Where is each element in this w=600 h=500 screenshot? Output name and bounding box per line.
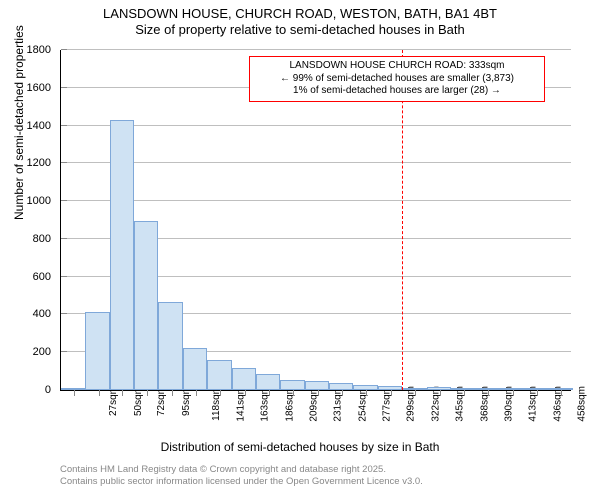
x-tick — [391, 390, 392, 396]
histogram-bar — [232, 368, 256, 390]
x-tick-label: 27sqm — [108, 386, 119, 416]
histogram-bar — [402, 388, 426, 390]
annotation-line-1: LANSDOWN HOUSE CHURCH ROAD: 333sqm — [256, 60, 538, 73]
y-tick — [61, 238, 67, 239]
x-tick — [196, 390, 197, 396]
histogram-bar — [378, 386, 402, 390]
y-tick — [61, 87, 67, 88]
chart-title: LANSDOWN HOUSE, CHURCH ROAD, WESTON, BAT… — [0, 0, 600, 37]
y-tick — [61, 276, 67, 277]
grid-line — [61, 162, 571, 163]
x-tick-label: 95sqm — [181, 386, 192, 416]
histogram-bar — [427, 387, 451, 390]
histogram-bar — [183, 348, 207, 390]
histogram-chart: LANSDOWN HOUSE, CHURCH ROAD, WESTON, BAT… — [0, 0, 600, 500]
chart-footer: Contains HM Land Registry data © Crown c… — [60, 464, 423, 488]
x-tick — [513, 390, 514, 396]
y-tick-label: 600 — [33, 271, 61, 283]
y-tick — [61, 200, 67, 201]
histogram-bar — [305, 381, 329, 390]
annotation-box: LANSDOWN HOUSE CHURCH ROAD: 333sqm ← 99%… — [249, 56, 545, 102]
x-tick — [122, 390, 123, 396]
x-tick-label: 72sqm — [156, 386, 167, 416]
x-tick — [415, 390, 416, 396]
x-tick — [440, 390, 441, 396]
histogram-bar — [500, 388, 524, 390]
y-tick — [61, 351, 67, 352]
y-tick-label: 1800 — [27, 44, 61, 56]
y-tick-label: 1600 — [27, 82, 61, 94]
y-tick — [61, 162, 67, 163]
histogram-bar — [329, 383, 353, 390]
y-tick — [61, 49, 67, 50]
histogram-bar — [85, 312, 109, 390]
y-tick-label: 800 — [33, 233, 61, 245]
y-tick-label: 1400 — [27, 120, 61, 132]
x-tick — [537, 390, 538, 396]
histogram-bar — [475, 388, 499, 390]
y-tick — [61, 125, 67, 126]
histogram-bar — [134, 221, 158, 390]
y-tick-label: 400 — [33, 308, 61, 320]
x-tick — [342, 390, 343, 396]
x-tick — [366, 390, 367, 396]
histogram-bar — [451, 388, 475, 390]
grid-line — [61, 125, 571, 126]
histogram-bar — [207, 360, 231, 390]
histogram-bar — [158, 302, 182, 390]
title-line-1: LANSDOWN HOUSE, CHURCH ROAD, WESTON, BAT… — [0, 6, 600, 22]
grid-line — [61, 200, 571, 201]
plot-area: LANSDOWN HOUSE CHURCH ROAD: 333sqm ← 99%… — [60, 50, 571, 391]
x-tick-label: 50sqm — [133, 386, 144, 416]
annotation-line-2: ← 99% of semi-detached houses are smalle… — [256, 73, 538, 86]
y-tick-label: 0 — [45, 384, 61, 396]
x-tick — [74, 390, 75, 396]
x-tick — [147, 390, 148, 396]
x-tick — [269, 390, 270, 396]
x-tick — [293, 390, 294, 396]
annotation-line-3: 1% of semi-detached houses are larger (2… — [256, 85, 538, 98]
histogram-bar — [110, 120, 134, 390]
histogram-bar — [524, 388, 548, 390]
histogram-bar — [256, 374, 280, 390]
histogram-bar — [548, 388, 572, 390]
x-tick — [464, 390, 465, 396]
x-tick-label: 458sqm — [576, 386, 587, 422]
y-tick-label: 200 — [33, 346, 61, 358]
footer-line-2: Contains public sector information licen… — [60, 476, 423, 488]
x-axis-label: Distribution of semi-detached houses by … — [0, 440, 600, 454]
x-tick — [99, 390, 100, 396]
y-tick-label: 1200 — [27, 157, 61, 169]
footer-line-1: Contains HM Land Registry data © Crown c… — [60, 464, 423, 476]
x-tick — [245, 390, 246, 396]
x-tick — [561, 390, 562, 396]
histogram-bar — [280, 380, 304, 390]
histogram-bar — [61, 388, 85, 390]
y-tick-label: 1000 — [27, 195, 61, 207]
x-tick — [318, 390, 319, 396]
x-tick — [488, 390, 489, 396]
histogram-bar — [353, 385, 377, 390]
title-line-2: Size of property relative to semi-detach… — [0, 22, 600, 38]
x-tick — [172, 390, 173, 396]
x-tick — [220, 390, 221, 396]
y-axis-label: Number of semi-detached properties — [12, 25, 26, 220]
y-tick — [61, 313, 67, 314]
grid-line — [61, 49, 571, 50]
